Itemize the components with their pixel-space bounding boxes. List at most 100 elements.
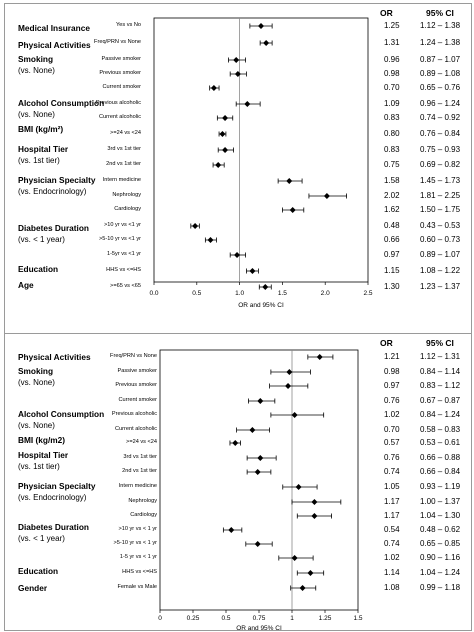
ci-value: 1.00 – 1.37: [420, 497, 461, 506]
row-label: Freq/PRN vs None: [110, 353, 157, 359]
x-tick-label: 1.5: [278, 290, 287, 297]
ci-value: 0.96 – 1.24: [420, 99, 461, 108]
or-value: 1.21: [384, 352, 400, 361]
or-point-marker: [219, 131, 226, 137]
category-subtitle: (vs. Endocrinology): [18, 493, 87, 502]
row-label: Passive smoker: [101, 56, 141, 62]
or-point-marker: [295, 484, 302, 490]
category-title: BMI (kg/m²): [18, 124, 64, 134]
x-tick-label: 0.5: [192, 290, 201, 297]
ci-value: 0.66 – 0.88: [420, 453, 461, 462]
or-value: 1.62: [384, 205, 400, 214]
ci-value: 0.87 – 1.07: [420, 55, 461, 64]
ci-value: 0.69 – 0.82: [420, 160, 461, 169]
or-point-marker: [249, 427, 256, 433]
or-point-marker: [291, 412, 298, 418]
ci-value: 0.58 – 0.83: [420, 425, 461, 434]
ci-value: 1.04 – 1.24: [420, 568, 461, 577]
or-value: 1.14: [384, 568, 400, 577]
or-value: 0.80: [384, 129, 400, 138]
x-tick-label: 0.5: [221, 615, 230, 622]
ci-value: 0.67 – 0.87: [420, 396, 461, 405]
ci-value: 1.23 – 1.37: [420, 282, 461, 291]
category-title: Smoking: [18, 54, 54, 64]
ci-value: 0.60 – 0.73: [420, 235, 461, 244]
category-title: Physician Specialty: [18, 481, 96, 491]
category-subtitle: (vs. None): [18, 421, 55, 430]
or-value: 0.74: [384, 539, 400, 548]
category-title: Age: [18, 280, 34, 290]
category-title: Physical Activities: [18, 352, 91, 362]
row-label: 3rd vs 1st tier: [123, 454, 157, 460]
category-title: BMI (kg/m2): [18, 435, 66, 445]
or-point-marker: [222, 147, 229, 153]
x-axis-label: OR and 95% CI: [238, 302, 284, 309]
ci-value: 1.04 – 1.30: [420, 511, 461, 520]
x-tick-label: 1: [290, 615, 294, 622]
or-point-marker: [215, 162, 222, 168]
category-title: Smoking: [18, 366, 54, 376]
or-point-marker: [285, 383, 292, 389]
row-label: Freq/PRN vs None: [94, 39, 141, 45]
ci-value: 1.50 – 1.75: [420, 205, 461, 214]
ci-value: 0.93 – 1.19: [420, 482, 461, 491]
row-label: 3rd vs 1st tier: [107, 146, 141, 152]
or-column-header: OR: [380, 338, 393, 348]
or-value: 0.48: [384, 221, 400, 230]
or-value: 0.57: [384, 438, 400, 447]
category-title: Medical Insurance: [18, 23, 90, 33]
ci-value: 0.89 – 1.07: [420, 250, 461, 259]
or-value: 0.97: [384, 250, 400, 259]
or-point-marker: [311, 499, 318, 505]
or-value: 1.17: [384, 497, 400, 506]
ci-value: 0.83 – 1.12: [420, 381, 461, 390]
or-point-marker: [232, 440, 239, 446]
ci-value: 0.48 – 0.62: [420, 525, 461, 534]
row-label: Previous smoker: [115, 382, 157, 388]
or-point-marker: [254, 469, 261, 475]
or-point-marker: [263, 40, 270, 46]
row-label: Intern medicine: [102, 177, 141, 183]
ci-value: 0.65 – 0.85: [420, 539, 461, 548]
or-value: 1.02: [384, 410, 400, 419]
or-point-marker: [262, 284, 269, 290]
category-subtitle: (vs. < 1 year): [18, 235, 65, 244]
or-point-marker: [323, 193, 330, 199]
row-label: Previous alcoholic: [95, 100, 141, 106]
or-value: 0.97: [384, 381, 400, 390]
row-label: Cardiology: [130, 512, 157, 518]
or-value: 1.09: [384, 99, 400, 108]
or-value: 0.98: [384, 69, 400, 78]
or-point-marker: [233, 57, 240, 63]
row-label: Current alcoholic: [99, 114, 141, 120]
row-label: Current alcoholic: [115, 426, 157, 432]
ci-value: 1.45 – 1.73: [420, 176, 461, 185]
or-value: 2.02: [384, 191, 400, 200]
or-point-marker: [299, 585, 306, 591]
x-tick-label: 0.25: [187, 615, 200, 622]
category-title: Gender: [18, 583, 48, 593]
category-subtitle: (vs. None): [18, 66, 55, 75]
row-label: >=65 vs <65: [110, 283, 141, 289]
ci-value: 0.76 – 0.84: [420, 129, 461, 138]
or-point-marker: [286, 178, 293, 184]
x-tick-label: 0.0: [149, 290, 158, 297]
row-label: Current smoker: [102, 84, 141, 90]
ci-value: 0.99 – 1.18: [420, 583, 461, 592]
row-label: 1-5 yr vs < 1 yr: [119, 554, 157, 560]
or-value: 1.30: [384, 282, 400, 291]
ci-value: 0.84 – 1.24: [420, 410, 461, 419]
or-point-marker: [289, 207, 296, 213]
row-label: 2nd vs 1st tier: [122, 468, 157, 474]
category-subtitle: (vs. 1st tier): [18, 462, 60, 471]
or-point-marker: [234, 252, 241, 258]
or-point-marker: [311, 513, 318, 519]
row-label: 1-5yr vs <1 yr: [106, 251, 141, 257]
category-title: Alcohol Consumption: [18, 98, 105, 108]
or-point-marker: [286, 369, 293, 375]
or-value: 0.83: [384, 145, 400, 154]
or-point-marker: [254, 541, 261, 547]
row-label: 2nd vs 1st tier: [106, 161, 141, 167]
